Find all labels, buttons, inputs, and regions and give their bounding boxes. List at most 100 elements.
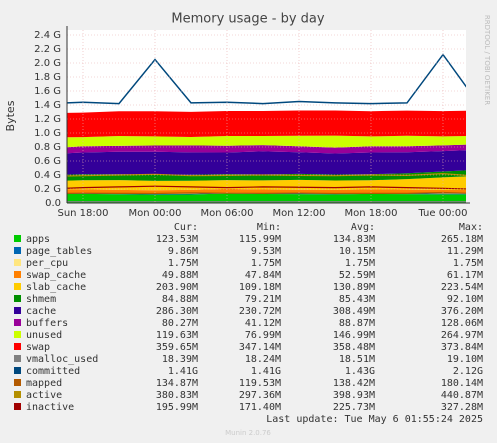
- legend-label: page_tables: [26, 246, 92, 257]
- legend-label: cache: [26, 306, 56, 317]
- legend-stat: 264.97M: [441, 330, 483, 341]
- side-credit: RRDTOOL / TOBI OETIKER: [483, 15, 491, 105]
- legend-stat: 225.73M: [333, 402, 375, 413]
- legend-swatch: [14, 343, 21, 350]
- legend-stat: 47.84M: [245, 270, 281, 281]
- legend-stat: 80.27M: [162, 318, 198, 329]
- area: [67, 110, 466, 138]
- legend-header: Cur:: [174, 222, 198, 233]
- legend-label: unused: [26, 330, 62, 341]
- legend-stat: 230.72M: [239, 306, 281, 317]
- legend-swatch: [14, 271, 21, 278]
- legend-header: Avg:: [351, 222, 375, 233]
- legend-stat: 134.87M: [156, 378, 198, 389]
- legend-swatch: [14, 367, 21, 374]
- legend-label: inactive: [26, 402, 74, 413]
- legend-stat: 265.18M: [441, 234, 483, 245]
- legend-stat: 109.18M: [239, 282, 281, 293]
- legend-header: Min:: [257, 222, 281, 233]
- legend-stat: 359.65M: [156, 342, 198, 353]
- legend-stat: 19.10M: [447, 354, 483, 365]
- legend-stat: 1.75M: [251, 258, 281, 269]
- legend-stat: 1.41G: [251, 366, 281, 377]
- legend-stat: 79.21M: [245, 294, 281, 305]
- legend-stat: 88.87M: [339, 318, 375, 329]
- area: [67, 150, 466, 175]
- legend-stat: 1.75M: [453, 258, 483, 269]
- legend-stat: 18.39M: [162, 354, 198, 365]
- legend-stat: 146.99M: [333, 330, 375, 341]
- legend-label: mapped: [26, 378, 62, 389]
- plot-area: [67, 53, 466, 203]
- legend-stat: 18.24M: [245, 354, 281, 365]
- area: [67, 193, 466, 203]
- legend-label: slab_cache: [26, 282, 86, 293]
- y-tick-label: 0.6 G: [34, 156, 61, 167]
- y-tick-label: 1.4 G: [34, 100, 61, 111]
- line: [67, 191, 466, 195]
- legend-stat: 138.42M: [333, 378, 375, 389]
- x-tick-label: Sun 18:00: [57, 208, 108, 219]
- legend-header: Max:: [459, 222, 483, 233]
- x-tick-label: Tue 00:00: [417, 208, 467, 219]
- legend-stat: 308.49M: [333, 306, 375, 317]
- chart-title: Memory usage - by day: [171, 12, 324, 27]
- legend-stat: 223.54M: [441, 282, 483, 293]
- legend-stat: 115.99M: [239, 234, 281, 245]
- legend-swatch: [14, 319, 21, 326]
- legend-stat: 11.29M: [447, 246, 483, 257]
- legend-swatch: [14, 391, 21, 398]
- legend-stat: 92.10M: [447, 294, 483, 305]
- legend-stat: 130.89M: [333, 282, 375, 293]
- legend-stat: 85.43M: [339, 294, 375, 305]
- legend-stat: 41.12M: [245, 318, 281, 329]
- y-tick-label: 0.0: [45, 198, 61, 209]
- legend-stat: 52.59M: [339, 270, 375, 281]
- legend-stat: 119.63M: [156, 330, 198, 341]
- legend-stat: 119.53M: [239, 378, 281, 389]
- legend-stat: 49.88M: [162, 270, 198, 281]
- legend-stat: 380.83M: [156, 390, 198, 401]
- legend-stat: 1.43G: [345, 366, 375, 377]
- legend-stat: 398.93M: [333, 390, 375, 401]
- legend-label: committed: [26, 366, 80, 377]
- y-tick-label: 1.0 G: [34, 128, 61, 139]
- legend-swatch: [14, 403, 21, 410]
- legend-stat: 195.99M: [156, 402, 198, 413]
- x-tick-label: Mon 00:00: [128, 208, 181, 219]
- legend-swatch: [14, 307, 21, 314]
- legend-stat: 134.83M: [333, 234, 375, 245]
- legend-swatch: [14, 355, 21, 362]
- legend-stat: 1.75M: [168, 258, 198, 269]
- legend-stat: 128.06M: [441, 318, 483, 329]
- y-tick-label: 1.8 G: [34, 72, 61, 83]
- y-tick-label: 1.2 G: [34, 114, 61, 125]
- footer: Munin 2.0.76: [225, 429, 271, 437]
- legend-label: vmalloc_used: [26, 354, 98, 365]
- legend-stat: 203.90M: [156, 282, 198, 293]
- legend-stat: 18.51M: [339, 354, 375, 365]
- x-tick-label: Mon 18:00: [344, 208, 397, 219]
- legend-stat: 84.88M: [162, 294, 198, 305]
- legend-label: shmem: [26, 294, 56, 305]
- area: [67, 135, 466, 148]
- legend-stat: 61.17M: [447, 270, 483, 281]
- x-tick-label: Mon 12:00: [272, 208, 325, 219]
- legend-stat: 440.87M: [441, 390, 483, 401]
- legend-stat: 1.75M: [345, 258, 375, 269]
- legend-stat: 347.14M: [239, 342, 281, 353]
- legend-stat: 9.53M: [251, 246, 281, 257]
- legend-label: swap: [26, 342, 50, 353]
- legend-swatch: [14, 259, 21, 266]
- legend-swatch: [14, 247, 21, 254]
- area: [67, 188, 466, 194]
- y-tick-label: 0.4 G: [34, 170, 61, 181]
- legend-stat: 180.14M: [441, 378, 483, 389]
- legend-stat: 9.86M: [168, 246, 198, 257]
- y-tick-label: 2.4 G: [34, 30, 61, 41]
- last-update: Last update: Tue May 6 01:55:24 2025: [266, 414, 483, 425]
- legend-label: per_cpu: [26, 258, 68, 269]
- legend-swatch: [14, 235, 21, 242]
